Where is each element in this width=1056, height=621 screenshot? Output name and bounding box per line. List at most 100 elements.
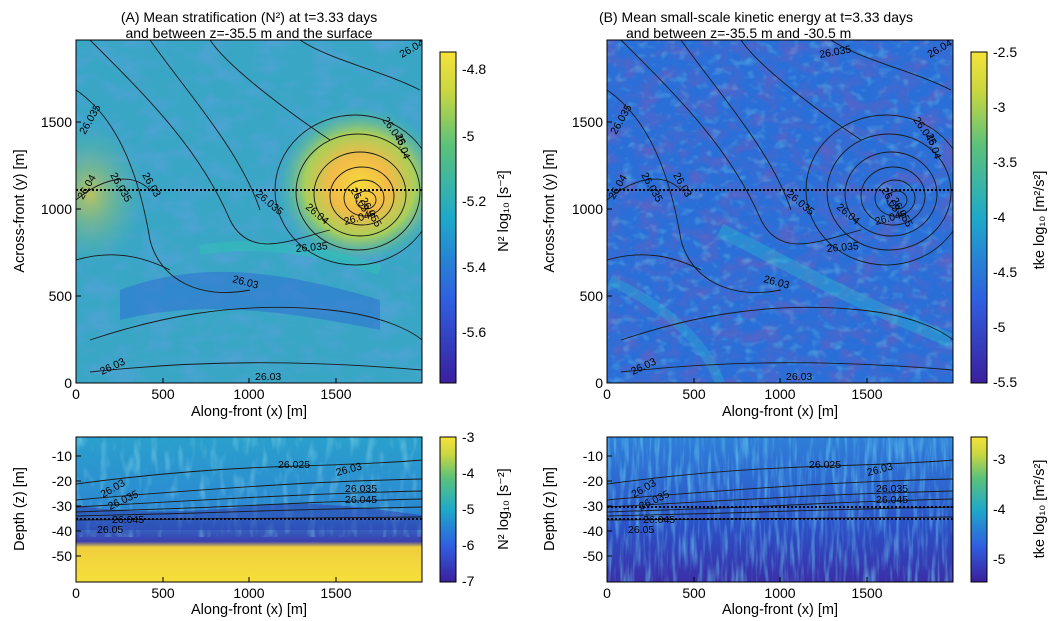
contour-label: 26.03 [786, 371, 812, 383]
xtick-label: 0 [603, 585, 611, 601]
ytick-label: 0 [64, 375, 72, 391]
panel-b-xtick-labels: 0 500 1000 1500 [603, 386, 883, 402]
ytick-label: -20 [52, 473, 72, 489]
panel-b-top: (B) Mean small-scale kinetic energy at t… [542, 9, 1048, 420]
panel-b-depth-colorbar [970, 436, 988, 583]
ytick-label: -40 [583, 523, 603, 539]
cbar-tick: -4 [462, 465, 475, 481]
contour-label: 26.03 [255, 371, 281, 383]
ytick-label: -50 [52, 548, 72, 564]
contour-label: 26.025 [809, 459, 841, 471]
cbar-tick: -5 [462, 501, 475, 517]
panel-a-title-line-1: (A) Mean stratification (N²) at t=3.33 d… [121, 9, 377, 25]
cbar-tick: -4.8 [462, 61, 486, 77]
panel-b-ticks [606, 121, 868, 384]
panel-b-depth-cbar-ticks: -3 -4 -5 [993, 451, 1006, 567]
panel-b-ytick-labels: 0 500 1000 1500 [572, 114, 603, 391]
cbar-tick: -3.5 [993, 154, 1017, 170]
panel-b-depth-ticks [606, 455, 868, 582]
panel-a-contours [76, 40, 422, 373]
xtick-label: 1500 [320, 585, 351, 601]
panel-b-xlabel: Along-front (x) [m] [722, 404, 838, 420]
panel-a-depth-contour-labels: 26.025 26.03 26.035 26.045 26.03 26.035 … [97, 459, 377, 536]
panel-a-top: (A) Mean stratification (N²) at t=3.33 d… [12, 9, 512, 420]
panel-a-bottom: 26.025 26.03 26.035 26.045 26.03 26.035 … [12, 429, 512, 618]
xtick-label: 1500 [851, 386, 882, 402]
contour-label: 26.035 [826, 240, 859, 255]
panel-b-depth-ytick-labels: -10 -20 -30 -40 -50 [583, 448, 603, 564]
cbar-tick: -4 [993, 209, 1006, 225]
ytick-label: -50 [583, 548, 603, 564]
ytick-label: -20 [583, 473, 603, 489]
contour-label: 26.025 [278, 459, 310, 471]
contour-label: 26.045 [643, 514, 675, 526]
cbar-tick: -7 [462, 573, 475, 589]
xtick-label: 1500 [320, 386, 351, 402]
panel-a-depth-xtick-labels: 0 500 1000 1500 [72, 585, 352, 601]
cbar-tick: -5 [462, 128, 475, 144]
panel-a-depth-cbar-ticks: -3 -4 -5 -6 -7 [462, 429, 475, 589]
ytick-label: 1000 [41, 201, 72, 217]
xtick-label: 500 [151, 585, 175, 601]
ytick-label: -40 [52, 523, 72, 539]
panel-a-cbar-label: N² log₁₀ [s⁻²] [496, 170, 512, 251]
ytick-label: 1500 [41, 114, 72, 130]
panel-b-title-line-2: and between z=-35.5 m and -30.5 m [626, 25, 851, 41]
panel-b-ylabel: Across-front (y) [m] [542, 149, 558, 272]
panel-a-heatmap: 26.035 26.04 26.035 26.04 26.045 26.04 2… [76, 40, 422, 383]
panel-b-depth-heatmap: 26.025 26.03 26.035 26.045 26.03 26.035 … [607, 437, 953, 582]
xtick-label: 500 [682, 386, 706, 402]
panel-b-depth-xtick-labels: 0 500 1000 1500 [603, 585, 883, 601]
cbar-tick: -3 [993, 451, 1006, 467]
cbar-tick: -4.5 [993, 264, 1017, 280]
ytick-label: 500 [49, 288, 73, 304]
xtick-label: 1000 [233, 386, 264, 402]
xtick-label: 0 [72, 386, 80, 402]
cbar-tick: -4 [993, 501, 1006, 517]
panel-a-depth-colorbar [439, 436, 457, 583]
panel-a-xlabel: Along-front (x) [m] [191, 404, 307, 420]
panel-b-depth-cbar-label: tke log₁₀ [m²/s²] [1032, 460, 1048, 559]
cbar-tick: -3 [993, 99, 1006, 115]
panel-a-title-line-2: and between z=-35.5 m and the surface [125, 25, 372, 41]
panel-a-ticks [75, 121, 337, 384]
panel-b-depth-ylabel: Depth (z) [m] [542, 467, 558, 551]
contour-label: 26.045 [112, 514, 144, 526]
ytick-label: -30 [583, 498, 603, 514]
contour-label: 26.05 [97, 524, 123, 536]
ytick-label: -10 [52, 448, 72, 464]
contour-label: 26.045 [876, 494, 908, 506]
panel-b-contours [607, 40, 953, 373]
panel-a-depth-contours [76, 459, 422, 521]
ytick-label: 1000 [572, 201, 603, 217]
panel-a-cbar-ticks: -4.8 -5 -5.2 -5.4 -5.6 [462, 61, 486, 340]
cbar-tick: -5.2 [462, 193, 486, 209]
ytick-label: -10 [583, 448, 603, 464]
panel-b-heatmap: 26.035 26.04 26.035 26.04 26.045 26.04 2… [607, 40, 953, 383]
xtick-label: 1000 [764, 585, 795, 601]
xtick-label: 0 [603, 386, 611, 402]
xtick-label: 0 [72, 585, 80, 601]
panel-a-colorbar [439, 51, 457, 384]
contour-label: 26.045 [345, 494, 377, 506]
panel-a-xtick-labels: 0 500 1000 1500 [72, 386, 352, 402]
xtick-label: 500 [682, 585, 706, 601]
panel-b-depth-xlabel: Along-front (x) [m] [722, 602, 838, 618]
xtick-label: 1000 [764, 386, 795, 402]
panel-a-ytick-labels: 0 500 1000 1500 [41, 114, 72, 391]
cbar-tick: -5.4 [462, 259, 486, 275]
panel-a-depth-ticks [75, 455, 337, 582]
cbar-tick: -5 [993, 319, 1006, 335]
panel-a-depth-xlabel: Along-front (x) [m] [191, 602, 307, 618]
panel-a-ylabel: Across-front (y) [m] [12, 149, 28, 272]
cbar-tick: -5 [993, 551, 1006, 567]
cbar-tick: -5.5 [993, 374, 1017, 390]
ytick-label: 1500 [572, 114, 603, 130]
cbar-tick: -5.6 [462, 324, 486, 340]
panel-a-depth-ytick-labels: -10 -20 -30 -40 -50 [52, 448, 72, 564]
contour-label: 26.035 [295, 240, 328, 255]
xtick-label: 1000 [233, 585, 264, 601]
cbar-tick: -2.5 [993, 44, 1017, 60]
ytick-label: 500 [580, 288, 604, 304]
contour-label: 26.05 [628, 524, 654, 536]
